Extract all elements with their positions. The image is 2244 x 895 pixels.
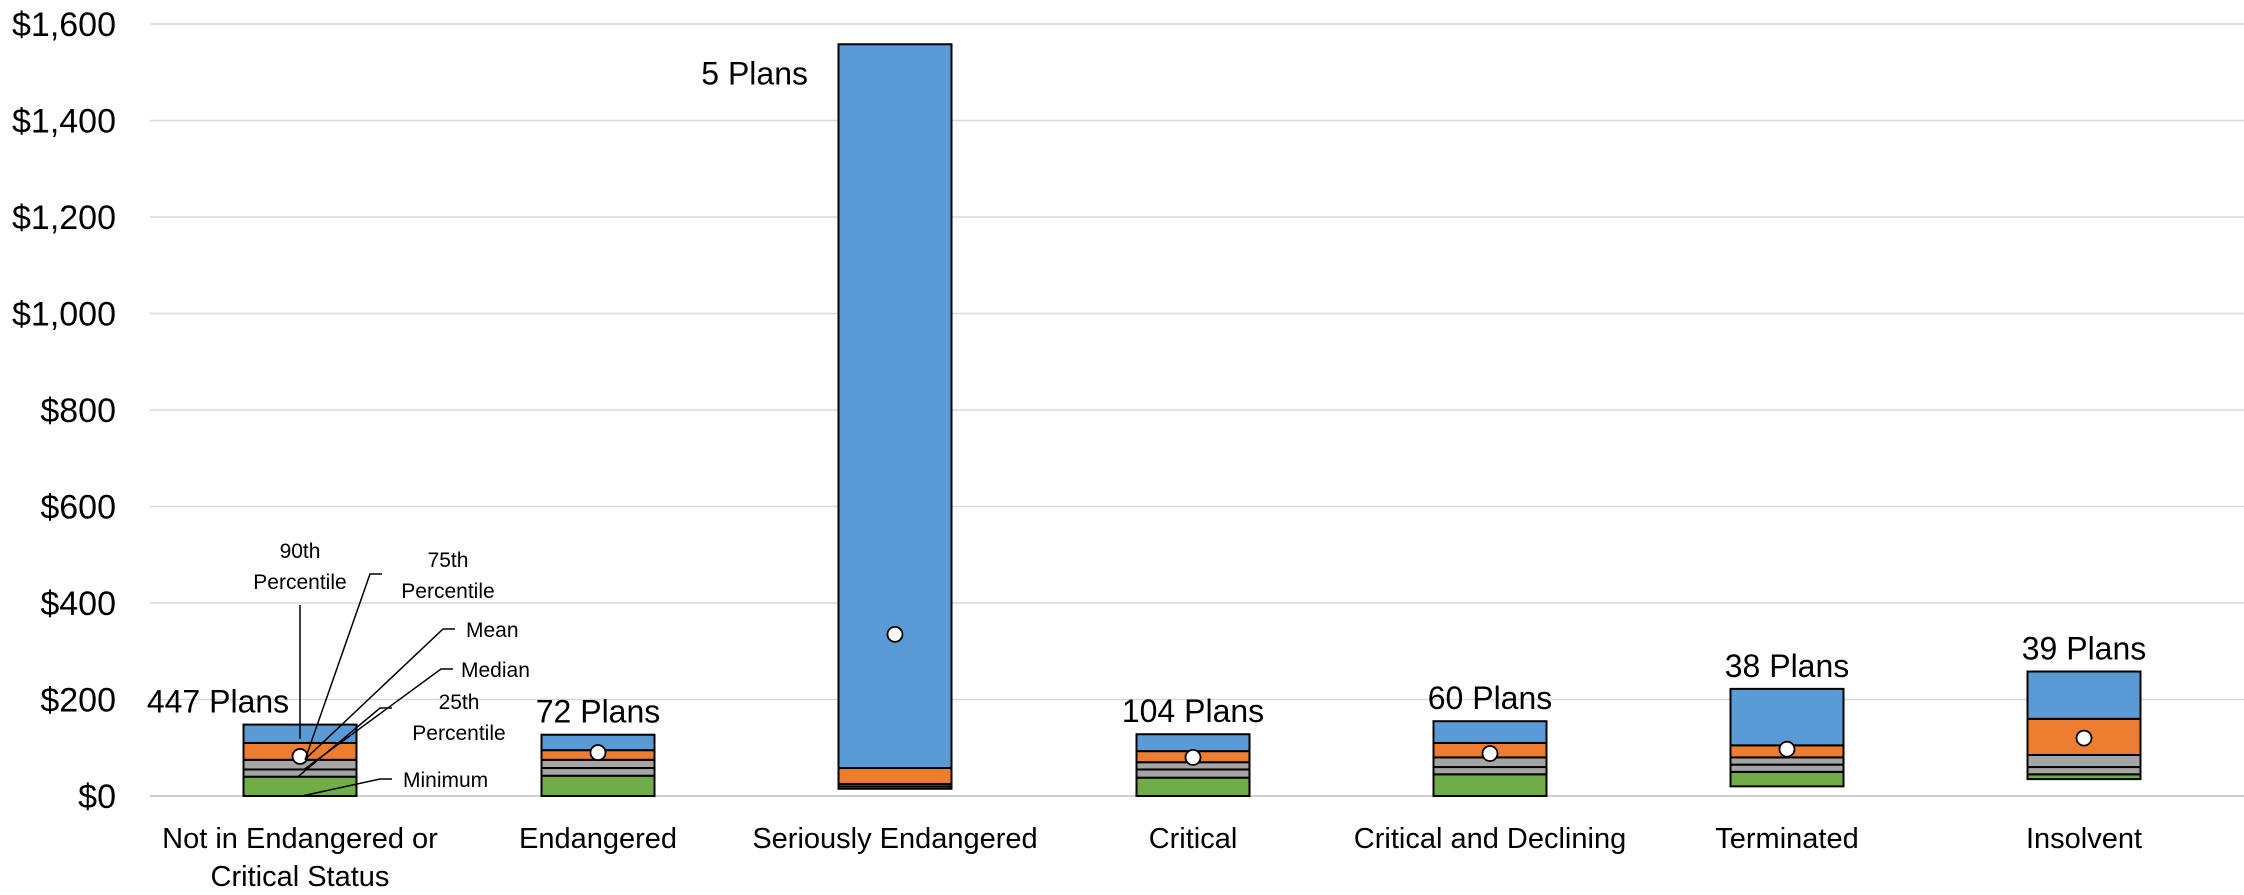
callout-label-25th: Percentile	[412, 722, 505, 745]
bar-segment-p25-median	[540, 767, 656, 777]
bar-segment-p90-max	[837, 43, 953, 770]
callout-label-90th: Percentile	[253, 571, 346, 594]
callout-label-75th: 75th	[428, 549, 469, 572]
mean-marker	[2075, 729, 2093, 747]
bar-segment-min-p25	[242, 775, 358, 798]
callout-leader-75th	[304, 573, 382, 761]
bar-segment-p90-max	[1729, 687, 1845, 747]
x-axis-category-labels: Not in Endangered or Critical Status Endan…	[162, 823, 2142, 893]
plan-count-label: 38 Plans	[1725, 648, 1850, 684]
category-label: Critical and Declining	[1354, 823, 1626, 855]
mean-marker	[1481, 745, 1499, 762]
bar-segment-p25-median	[1135, 768, 1251, 779]
bar-segment-p90-max	[1135, 733, 1251, 753]
category-label: Critical Status	[211, 861, 390, 890]
callout-leader-mean	[305, 628, 455, 759]
mean-marker	[291, 748, 309, 765]
callout-label-median: Median	[461, 659, 530, 682]
percentile-annotation-callouts: 90th Percentile 75th Percentile Mean Median 25…	[253, 540, 530, 797]
plan-count-label: 447 Plans	[147, 684, 289, 720]
bar-segment-p25-median	[2026, 766, 2142, 776]
callout-leader-median	[303, 668, 453, 771]
callout-label-minimum: Minimum	[403, 769, 488, 792]
mean-marker	[886, 625, 904, 643]
callout-leader-minimum	[301, 778, 392, 797]
plan-count-label: 60 Plans	[1428, 680, 1553, 716]
category-label: Endangered	[519, 823, 677, 855]
bars	[242, 43, 2142, 798]
callout-label-90th: 90th	[280, 540, 321, 563]
gridlines	[150, 23, 2244, 797]
bar-segment-median-p75	[540, 758, 656, 770]
category-label: Seriously Endangered	[752, 823, 1037, 855]
y-tick-label: $0	[78, 778, 116, 816]
plan-count-labels: 447 Plans 72 Plans 5 Plans 104 Plans 60 Plan…	[147, 55, 2146, 729]
mean-marker	[1184, 749, 1202, 766]
y-tick-label: $600	[40, 489, 116, 527]
bar-segment-min-p25	[1135, 776, 1251, 797]
bar-segment-median-p75	[2026, 753, 2142, 769]
bar-segment-min-p25	[1432, 773, 1548, 797]
callout-leader-25th	[297, 707, 392, 778]
y-axis-tick-labels: $0 $200 $400 $600 $800 $1,000 $1,200 $1,400 $1,6…	[12, 6, 116, 816]
category-label: Critical	[1149, 823, 1238, 855]
mean-marker	[589, 744, 607, 761]
plan-count-label: 104 Plans	[1122, 693, 1264, 729]
bar-segment-p75-p90	[837, 767, 953, 785]
y-tick-label: $1,400	[12, 103, 116, 141]
bar-segment-median-p75	[1729, 756, 1845, 766]
bar-segment-min-p25	[540, 774, 656, 797]
bar-segment-p90-max	[1432, 720, 1548, 744]
y-tick-label: $1,200	[12, 199, 116, 237]
y-tick-label: $800	[40, 392, 116, 430]
mean-markers	[291, 625, 2093, 766]
y-tick-label: $1,600	[12, 6, 116, 44]
plan-count-label: 5 Plans	[701, 55, 808, 91]
callout-label-25th: 25th	[439, 691, 480, 714]
category-label: Not in Endangered or	[162, 823, 438, 855]
bar-segment-p25-median	[1729, 763, 1845, 773]
y-tick-label: $1,000	[12, 296, 116, 334]
plan-count-label: 72 Plans	[536, 694, 661, 730]
y-tick-label: $400	[40, 585, 116, 623]
y-tick-label: $200	[40, 682, 116, 720]
bar-segment-p90-max	[2026, 670, 2142, 720]
callout-label-mean: Mean	[466, 619, 519, 642]
bar-segment-min-p25	[1729, 770, 1845, 788]
category-label: Insolvent	[2026, 823, 2142, 855]
plan-count-label: 39 Plans	[2022, 631, 2147, 667]
mean-marker	[1778, 740, 1796, 758]
category-label: Terminated	[1715, 823, 1858, 855]
callout-label-75th: Percentile	[401, 580, 494, 603]
bar-segment-p25-median	[1432, 766, 1548, 776]
